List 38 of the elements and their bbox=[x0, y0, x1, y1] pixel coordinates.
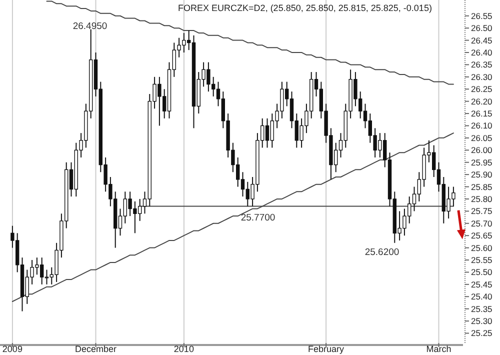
y-tick-label: 25.75 bbox=[471, 206, 493, 216]
y-tick-label: 26.45 bbox=[471, 35, 493, 46]
y-tick-label: 26.30 bbox=[471, 72, 493, 82]
y-tick-label: 26.35 bbox=[471, 60, 493, 70]
y-tick-label: 26.10 bbox=[471, 120, 493, 131]
y-tick-label: 25.70 bbox=[471, 218, 493, 228]
annotation: 25.7700 bbox=[240, 212, 276, 224]
chart-title: FOREX EURCZK=D2, (25.850, 25.850, 25.815, 25.825, -0.015) bbox=[178, 3, 432, 13]
y-tick-label: 26.20 bbox=[471, 96, 493, 106]
y-tick-label: 25.85 bbox=[471, 182, 493, 192]
x-tick-label: 2009 bbox=[2, 344, 22, 354]
y-tick-label: 25.45 bbox=[471, 279, 493, 290]
x-tick-label: March bbox=[426, 344, 452, 354]
y-tick-label: 25.55 bbox=[471, 254, 493, 265]
line-series bbox=[46, 0, 454, 85]
y-tick-label: 25.60 bbox=[471, 242, 493, 253]
y-tick-label: 26.55 bbox=[471, 10, 493, 21]
y-tick-label: 25.40 bbox=[471, 292, 493, 302]
y-tick-label: 25.50 bbox=[471, 267, 493, 278]
x-tick-label: 2010 bbox=[174, 344, 194, 354]
y-tick-label: 25.25 bbox=[471, 328, 493, 338]
y-tick-label: 26.40 bbox=[471, 47, 493, 58]
annotation: 26.4950 bbox=[72, 21, 108, 32]
x-tick-label: December bbox=[74, 344, 117, 354]
line-series bbox=[12, 132, 454, 302]
annotation: 25.6200 bbox=[364, 247, 400, 258]
y-tick-label: 26.00 bbox=[471, 145, 493, 156]
y-tick-label: 25.35 bbox=[471, 304, 493, 314]
x-tick-label: February bbox=[308, 344, 345, 354]
y-tick-label: 25.65 bbox=[471, 230, 493, 241]
y-tick-label: 25.80 bbox=[471, 194, 493, 204]
y-tick-label: 26.25 bbox=[471, 84, 493, 94]
y-tick-label: 25.30 bbox=[471, 316, 493, 326]
y-tick-label: 25.95 bbox=[471, 157, 493, 168]
y-tick-label: 25.90 bbox=[471, 170, 493, 180]
y-tick-label: 26.50 bbox=[471, 23, 493, 34]
y-tick-label: 26.05 bbox=[471, 132, 493, 143]
y-tick-label: 26.15 bbox=[471, 108, 493, 119]
